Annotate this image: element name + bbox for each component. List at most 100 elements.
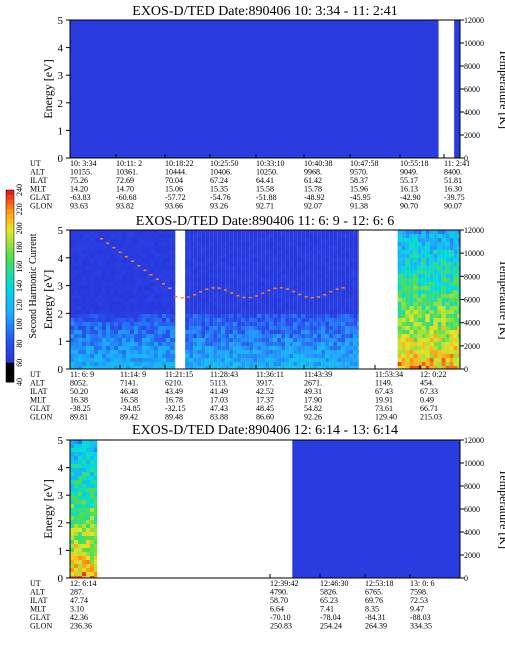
data-cell: [445, 230, 450, 234]
data-cell: [150, 282, 154, 286]
data-cell: [70, 556, 74, 560]
data-cell: [293, 238, 298, 242]
data-cell: [313, 366, 318, 369]
data-cell: [94, 532, 98, 536]
data-cell: [317, 234, 322, 238]
data-cell: [409, 306, 414, 310]
data-cell: [317, 262, 322, 266]
data-cell: [138, 246, 142, 250]
data-cell: [457, 250, 460, 254]
data-cell: [102, 242, 106, 246]
data-cell: [225, 290, 230, 294]
data-cell: [170, 362, 174, 366]
data-cell: [321, 342, 326, 346]
data-cell: [90, 338, 94, 342]
data-cell: [70, 468, 74, 472]
data-cell: [405, 230, 410, 234]
data-cell: [445, 302, 450, 306]
data-cell: [425, 294, 430, 298]
data-cell: [253, 262, 258, 266]
data-cell: [261, 354, 266, 358]
temperature-tick-label: 12000: [464, 436, 484, 445]
data-cell: [289, 326, 294, 330]
data-cell: [437, 238, 442, 242]
data-cell: [245, 326, 250, 330]
data-cell: [70, 504, 74, 508]
data-cell: [90, 500, 94, 504]
data-cell: [233, 350, 238, 354]
data-cell: [297, 234, 302, 238]
data-cell: [70, 448, 74, 452]
data-cell: [253, 350, 258, 354]
data-cell: [86, 492, 90, 496]
data-cell: [78, 314, 82, 318]
data-cell: [245, 294, 250, 298]
data-cell: [293, 354, 298, 358]
data-cell: [94, 306, 98, 310]
data-cell: [118, 254, 122, 258]
data-cell: [345, 278, 350, 282]
data-cell: [437, 366, 442, 369]
data-cell: [217, 354, 222, 358]
data-cell: [449, 238, 454, 242]
data-cell: [233, 286, 238, 290]
data-cell: [409, 358, 414, 362]
data-cell: [78, 362, 82, 366]
data-cell: [433, 326, 438, 330]
data-cell: [217, 254, 222, 258]
data-cell: [221, 266, 226, 270]
temperature-tick-label: 8000: [464, 482, 480, 491]
data-cell: [142, 310, 146, 314]
table-cell: 287.: [70, 588, 84, 597]
data-cell: [433, 274, 438, 278]
trace-mark: [261, 292, 265, 295]
data-cell: [357, 270, 359, 274]
data-cell: [86, 548, 90, 552]
data-cell: [329, 282, 334, 286]
data-cell: [150, 286, 154, 290]
data-cell: [86, 306, 90, 310]
data-cell: [90, 488, 94, 492]
data-cell: [293, 322, 298, 326]
data-cell: [205, 294, 210, 298]
data-cell: [134, 310, 138, 314]
data-cell: [98, 354, 102, 358]
data-cell: [134, 278, 138, 282]
panel-1: EXOS-D/TED Date:890406 10: 3:34 - 11: 2:…: [30, 4, 505, 211]
data-cell: [134, 270, 138, 274]
data-cell: [293, 282, 298, 286]
data-cell: [110, 250, 114, 254]
data-cell: [78, 246, 82, 250]
data-cell: [166, 354, 170, 358]
data-cell: [253, 330, 258, 334]
data-cell: [158, 330, 162, 334]
data-cell: [417, 334, 422, 338]
colorbar-cell: [6, 257, 14, 263]
data-cell: [86, 452, 90, 456]
table-cell: 46.48: [120, 387, 138, 396]
data-cell: [265, 318, 270, 322]
data-cell: [337, 274, 342, 278]
data-cell: [170, 290, 174, 294]
data-cell: [130, 238, 134, 242]
data-cell: [357, 258, 359, 262]
data-cell: [94, 366, 98, 369]
data-cell: [134, 350, 138, 354]
data-cell: [297, 338, 302, 342]
data-cell: [241, 254, 246, 258]
data-cell: [142, 250, 146, 254]
data-cell: [277, 294, 282, 298]
data-cell: [329, 346, 334, 350]
data-cell: [333, 326, 338, 330]
data-cell: [257, 322, 262, 326]
data-cell: [413, 262, 418, 266]
data-cell: [201, 314, 206, 318]
data-cell: [261, 294, 266, 298]
data-cell: [197, 286, 202, 290]
data-cell: [213, 346, 218, 350]
data-cell: [106, 334, 110, 338]
data-cell: [102, 358, 106, 362]
data-cell: [421, 274, 426, 278]
data-cell: [189, 290, 194, 294]
